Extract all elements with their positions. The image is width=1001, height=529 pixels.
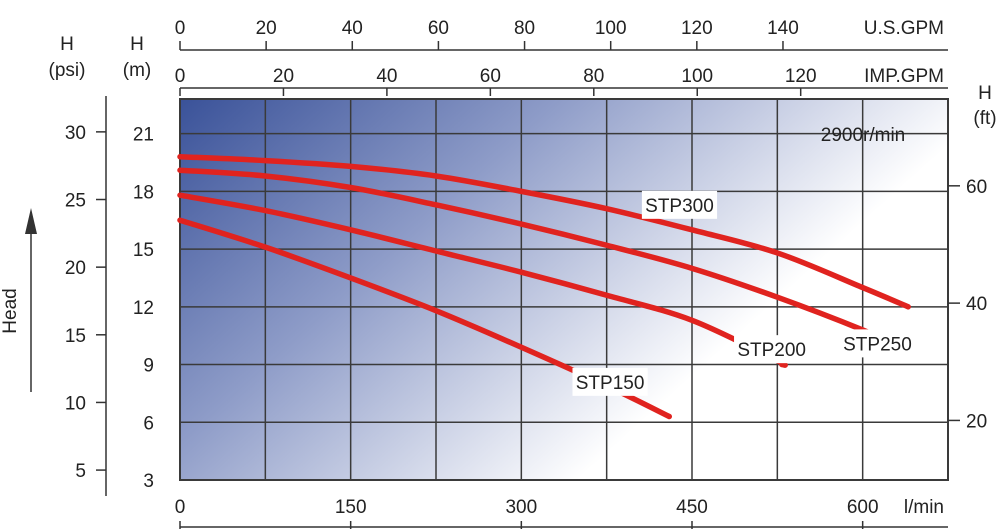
- tick-label-psi: 15: [65, 326, 86, 347]
- tick-label-psi: 30: [65, 123, 86, 144]
- tick-label-psi: 10: [65, 393, 86, 414]
- us-gpm-unit: U.S.GPM: [864, 18, 944, 39]
- tick-label-imp-gpm: 20: [273, 66, 294, 87]
- tick-label-psi: 20: [65, 258, 86, 279]
- tick-label-lpm: 150: [335, 497, 367, 518]
- tick-label-ft: 40: [966, 294, 987, 315]
- curve-stp300: [177, 153, 911, 310]
- tick-label-m: 6: [143, 413, 154, 434]
- lpm-unit: l/min: [904, 497, 944, 518]
- tick-label-us-gpm: 60: [428, 18, 449, 39]
- tick-label-m: 12: [133, 298, 154, 319]
- series-label-stp200: STP200: [737, 340, 806, 361]
- tick-label-imp-gpm: 120: [785, 66, 817, 87]
- tick-label-m: 21: [133, 125, 154, 146]
- tick-label-imp-gpm: 60: [480, 66, 501, 87]
- tick-label-lpm: 600: [847, 497, 879, 518]
- m-axis-title: H: [130, 34, 144, 55]
- plot-frame: [179, 98, 949, 481]
- series-label-bg-stp150: [572, 367, 648, 396]
- tick-label-lpm: 450: [676, 497, 708, 518]
- tick-label-imp-gpm: 100: [681, 66, 713, 87]
- series-labels: STP150 STP200 STP250 STP300: [572, 190, 916, 396]
- tick-label-ft: 20: [966, 411, 987, 432]
- axes: 0 150 300 450 600 0 20 40 60 80 100 120 0 20 40 60 80 100…: [65, 18, 987, 529]
- psi-axis-unit: (psi): [49, 60, 86, 81]
- curve-stp250: [177, 167, 874, 337]
- tick-label-lpm: 300: [505, 497, 537, 518]
- head-side-label: Head: [0, 288, 21, 333]
- tick-label-psi: 5: [75, 461, 86, 482]
- tick-label-m: 9: [143, 356, 154, 377]
- imp-gpm-unit: IMP.GPM: [864, 66, 944, 87]
- series-label-bg-stp250: [839, 329, 916, 358]
- ft-axis-title: H: [978, 83, 992, 104]
- series-label-stp250: STP250: [843, 334, 912, 355]
- speed-label: 2900r/min: [821, 125, 906, 146]
- series-label-bg-stp300: [641, 190, 718, 219]
- head-up-arrow: [25, 208, 37, 392]
- tick-label-us-gpm: 0: [175, 18, 186, 39]
- tick-label-imp-gpm: 40: [376, 66, 397, 87]
- tick-label-ft: 60: [966, 177, 987, 198]
- tick-label-us-gpm: 120: [681, 18, 713, 39]
- tick-label-us-gpm: 100: [595, 18, 627, 39]
- tick-label-imp-gpm: 0: [175, 66, 186, 87]
- psi-axis-title: H: [60, 34, 74, 55]
- tick-label-m: 3: [143, 471, 154, 492]
- tick-label-us-gpm: 140: [767, 18, 799, 39]
- tick-label-imp-gpm: 80: [583, 66, 604, 87]
- tick-label-m: 18: [133, 182, 154, 203]
- ft-axis-unit: (ft): [973, 108, 996, 129]
- tick-label-m: 15: [133, 240, 154, 261]
- tick-label-us-gpm: 40: [342, 18, 363, 39]
- tick-label-psi: 25: [65, 191, 86, 212]
- tick-label-us-gpm: 80: [514, 18, 535, 39]
- series-label-stp300: STP300: [645, 196, 714, 217]
- series-label-bg-stp200: [734, 335, 810, 364]
- tick-label-us-gpm: 20: [256, 18, 277, 39]
- tick-label-lpm: 0: [175, 497, 186, 518]
- m-axis-unit: (m): [123, 60, 151, 81]
- series-label-stp150: STP150: [576, 373, 645, 394]
